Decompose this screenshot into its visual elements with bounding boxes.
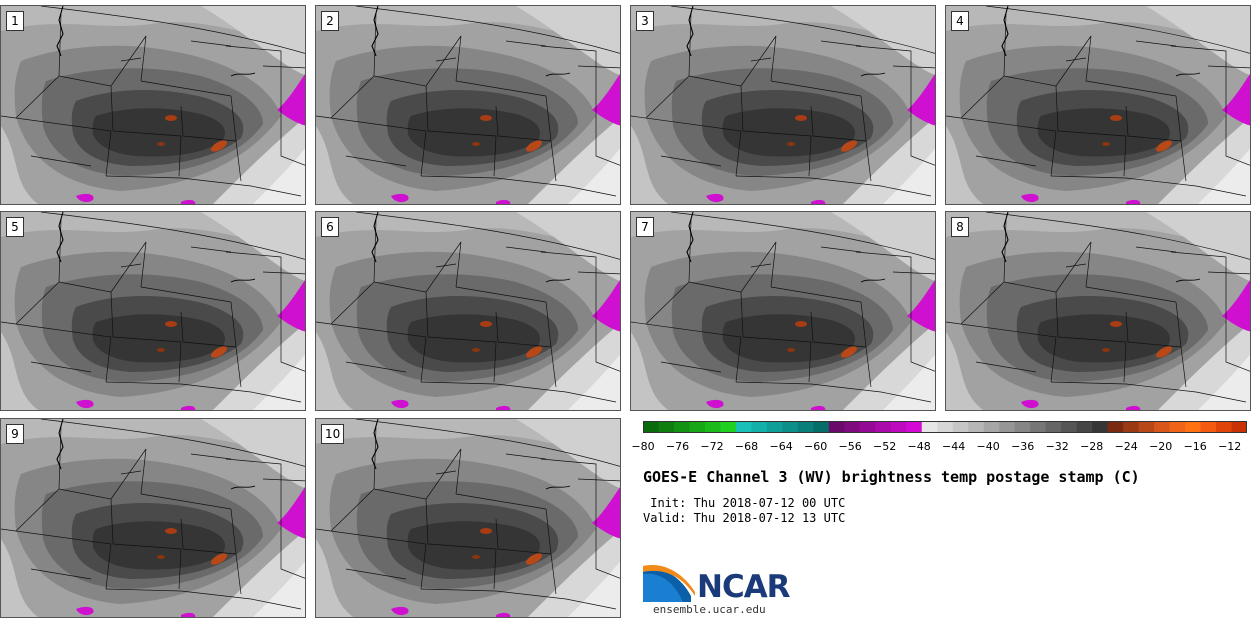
colorbar-tick-label: −68 bbox=[734, 440, 759, 453]
colorbar-tick-label: −60 bbox=[803, 440, 828, 453]
ncar-logo-text: NCAR bbox=[697, 569, 791, 605]
colorbar-swatch bbox=[859, 421, 876, 433]
colorbar-swatch bbox=[673, 421, 690, 433]
panel-label: 9 bbox=[6, 424, 24, 444]
colorbar-tick-label: −28 bbox=[1080, 440, 1104, 453]
colorbar-swatch bbox=[1092, 421, 1109, 433]
panel-label: 3 bbox=[636, 11, 654, 31]
colorbar-tick-label: −40 bbox=[976, 440, 1000, 453]
colorbar-tick-label: −16 bbox=[1183, 440, 1207, 453]
panel-label: 2 bbox=[321, 11, 339, 31]
wv-map bbox=[946, 212, 1250, 410]
colorbar-swatch bbox=[720, 421, 737, 433]
colorbar-swatch bbox=[890, 421, 907, 433]
colorbar-swatch bbox=[1045, 421, 1062, 433]
wv-map bbox=[316, 419, 620, 617]
panel-9: 9 bbox=[0, 418, 306, 618]
wv-map bbox=[1, 212, 305, 410]
colorbar-tick-label: −12 bbox=[1218, 440, 1242, 453]
colorbar-swatch bbox=[1107, 421, 1124, 433]
colorbar-swatch bbox=[766, 421, 783, 433]
colorbar bbox=[643, 421, 1247, 433]
colorbar-swatch bbox=[937, 421, 954, 433]
colorbar-swatch bbox=[952, 421, 969, 433]
colorbar-swatch bbox=[658, 421, 675, 433]
panel-label: 8 bbox=[951, 217, 969, 237]
ncar-logo-icon bbox=[643, 565, 695, 602]
colorbar-swatch bbox=[689, 421, 706, 433]
panel-1: 1 bbox=[0, 5, 306, 205]
colorbar-tick-label: −64 bbox=[769, 440, 793, 453]
colorbar-swatch bbox=[782, 421, 799, 433]
panel-label: 5 bbox=[6, 217, 24, 237]
valid-time: Valid: Thu 2018-07-12 13 UTC bbox=[643, 511, 846, 525]
panel-5: 5 bbox=[0, 211, 306, 411]
panel-10: 10 bbox=[315, 418, 621, 618]
colorbar-tick-label: −52 bbox=[872, 440, 897, 453]
colorbar-swatch bbox=[1076, 421, 1093, 433]
panel-4: 4 bbox=[945, 5, 1251, 205]
colorbar-swatch bbox=[983, 421, 1000, 433]
panel-7: 7 bbox=[630, 211, 936, 411]
wv-map bbox=[1, 6, 305, 204]
panel-label: 1 bbox=[6, 11, 24, 31]
colorbar-swatch bbox=[1200, 421, 1217, 433]
colorbar-swatch bbox=[875, 421, 892, 433]
colorbar-swatch bbox=[1216, 421, 1233, 433]
panel-label: 6 bbox=[321, 217, 339, 237]
colorbar-tick-label: −48 bbox=[907, 440, 931, 453]
panel-3: 3 bbox=[630, 5, 936, 205]
ensemble-url: ensemble.ucar.edu bbox=[653, 603, 766, 616]
colorbar-border bbox=[643, 421, 1247, 433]
wv-map bbox=[631, 6, 935, 204]
colorbar-swatch bbox=[1030, 421, 1047, 433]
wv-map bbox=[316, 212, 620, 410]
panel-label: 10 bbox=[321, 424, 345, 444]
colorbar-tick-label: −20 bbox=[1149, 440, 1173, 453]
figure-title: GOES-E Channel 3 (WV) brightness temp po… bbox=[643, 468, 1140, 486]
colorbar-swatch bbox=[1169, 421, 1186, 433]
colorbar-swatch bbox=[1061, 421, 1078, 433]
colorbar-tick-label: −80 bbox=[631, 440, 655, 453]
colorbar-swatch bbox=[968, 421, 985, 433]
colorbar-tick-label: −24 bbox=[1114, 440, 1138, 453]
colorbar-tick-label: −76 bbox=[665, 440, 690, 453]
colorbar-swatch bbox=[1185, 421, 1202, 433]
wv-map bbox=[631, 212, 935, 410]
colorbar-tick-label: −32 bbox=[1045, 440, 1069, 453]
panel-6: 6 bbox=[315, 211, 621, 411]
panel-2: 2 bbox=[315, 5, 621, 205]
colorbar-swatch bbox=[921, 421, 938, 433]
wv-map bbox=[1, 419, 305, 617]
colorbar-swatch bbox=[704, 421, 721, 433]
colorbar-tick-label: −72 bbox=[700, 440, 724, 453]
colorbar-swatch bbox=[1231, 421, 1247, 433]
colorbar-swatch bbox=[751, 421, 768, 433]
colorbar-swatch bbox=[813, 421, 830, 433]
colorbar-swatch bbox=[999, 421, 1016, 433]
colorbar-swatch bbox=[797, 421, 814, 433]
colorbar-swatch bbox=[1138, 421, 1155, 433]
colorbar-swatch bbox=[1014, 421, 1031, 433]
init-time: Init: Thu 2018-07-12 00 UTC bbox=[643, 496, 846, 510]
colorbar-swatch bbox=[1154, 421, 1171, 433]
panel-8: 8 bbox=[945, 211, 1251, 411]
wv-map bbox=[316, 6, 620, 204]
colorbar-swatch bbox=[1123, 421, 1140, 433]
colorbar-swatch bbox=[735, 421, 752, 433]
panel-label: 7 bbox=[636, 217, 654, 237]
colorbar-tick-label: −44 bbox=[941, 440, 966, 453]
wv-map bbox=[946, 6, 1250, 204]
colorbar-swatch bbox=[906, 421, 923, 433]
colorbar-swatch bbox=[844, 421, 861, 433]
colorbar-tick-label: −36 bbox=[1011, 440, 1035, 453]
panel-label: 4 bbox=[951, 11, 969, 31]
colorbar-tick-label: −56 bbox=[838, 440, 862, 453]
colorbar-swatch bbox=[643, 421, 659, 433]
colorbar-swatch bbox=[828, 421, 845, 433]
